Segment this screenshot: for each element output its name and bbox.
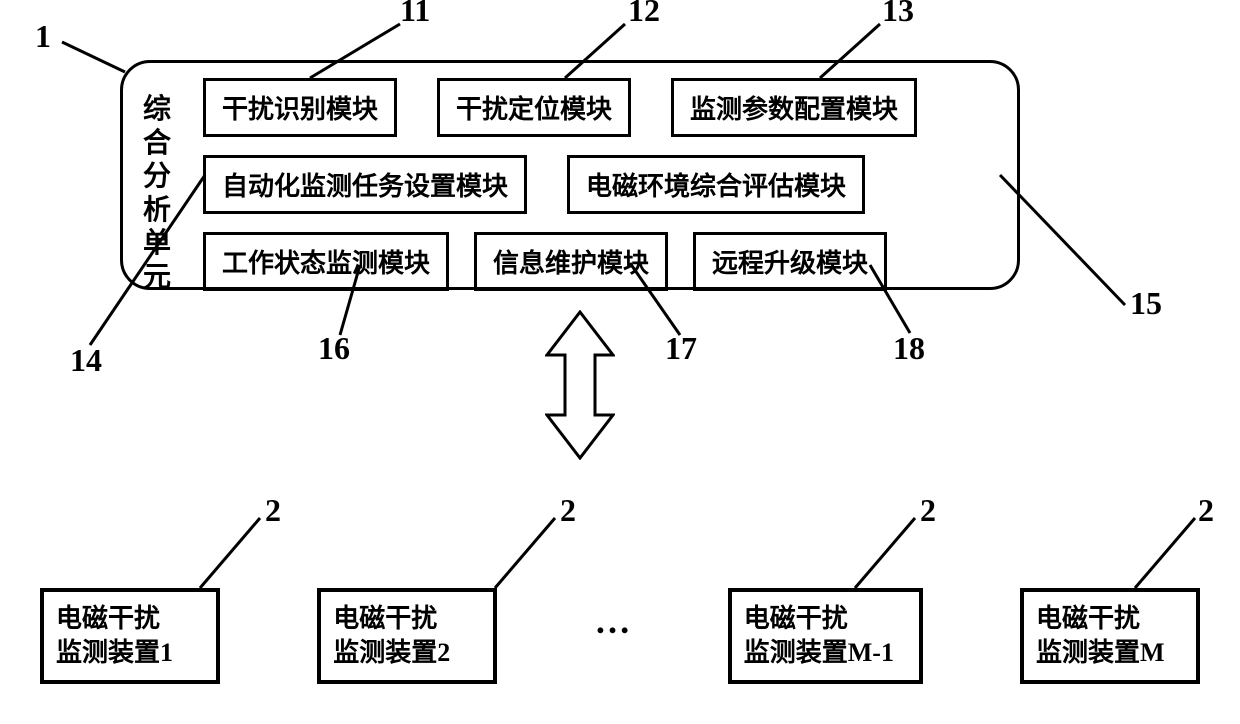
vt-char: 元 [143, 261, 171, 295]
diagram-container: 1 11 12 13 14 15 16 17 18 2 2 2 2 综 合 分 … [0, 0, 1240, 724]
module-row-2: 自动化监测任务设置模块 电磁环境综合评估模块 [203, 155, 997, 214]
label-16: 16 [318, 330, 350, 367]
vt-char: 合 [143, 127, 171, 161]
device-m-minus-1: 电磁干扰 监测装置M-1 [728, 588, 923, 684]
module-work-status-monitor: 工作状态监测模块 [203, 232, 449, 291]
device-text-line1: 电磁干扰 [333, 602, 481, 636]
label-17: 17 [665, 330, 697, 367]
module-interference-location: 干扰定位模块 [437, 78, 631, 137]
device-label-2d: 2 [1198, 492, 1214, 529]
device-label-2b: 2 [560, 492, 576, 529]
label-11: 11 [400, 0, 430, 29]
device-text-line1: 电磁干扰 [56, 602, 204, 636]
module-monitor-param-config: 监测参数配置模块 [671, 78, 917, 137]
device-1: 电磁干扰 监测装置1 [40, 588, 220, 684]
module-auto-monitor-task: 自动化监测任务设置模块 [203, 155, 527, 214]
label-12: 12 [628, 0, 660, 29]
device-text-line1: 电磁干扰 [744, 602, 907, 636]
module-em-env-evaluation: 电磁环境综合评估模块 [567, 155, 865, 214]
module-row-1: 干扰识别模块 干扰定位模块 监测参数配置模块 [203, 78, 997, 137]
vt-char: 析 [143, 194, 171, 228]
device-text-line1: 电磁干扰 [1036, 602, 1184, 636]
vt-char: 分 [143, 160, 171, 194]
vt-char: 单 [143, 227, 171, 261]
label-1: 1 [35, 18, 51, 55]
device-group-m-1: 电磁干扰 监测装置M-1 [728, 588, 923, 684]
device-text-line2: 监测装置M-1 [744, 636, 907, 670]
device-text-line2: 监测装置2 [333, 636, 481, 670]
device-text-line2: 监测装置1 [56, 636, 204, 670]
vt-char: 综 [143, 93, 171, 127]
module-row-3: 工作状态监测模块 信息维护模块 远程升级模块 [203, 232, 997, 291]
devices-ellipsis: … [595, 600, 631, 642]
module-interference-recognition: 干扰识别模块 [203, 78, 397, 137]
device-group-m: 电磁干扰 监测装置M [1020, 588, 1200, 684]
device-label-2c: 2 [920, 492, 936, 529]
module-info-maintenance: 信息维护模块 [474, 232, 668, 291]
device-group-1: 电磁干扰 监测装置1 [40, 588, 220, 684]
device-2: 电磁干扰 监测装置2 [317, 588, 497, 684]
device-m: 电磁干扰 监测装置M [1020, 588, 1200, 684]
main-analysis-unit: 综 合 分 析 单 元 干扰识别模块 干扰定位模块 监测参数配置模块 自动化监测… [120, 60, 1020, 290]
module-remote-upgrade: 远程升级模块 [693, 232, 887, 291]
devices-row: 电磁干扰 监测装置1 电磁干扰 监测装置2 … 电磁干扰 监测装置M-1 电磁干… [40, 588, 1200, 684]
label-13: 13 [882, 0, 914, 29]
bidirectional-arrow-icon [545, 310, 615, 460]
device-text-line2: 监测装置M [1036, 636, 1184, 670]
device-group-2: 电磁干扰 监测装置2 [317, 588, 497, 684]
label-14: 14 [70, 342, 102, 379]
unit-vertical-title: 综 合 分 析 单 元 [143, 93, 171, 295]
label-15: 15 [1130, 285, 1162, 322]
device-label-2a: 2 [265, 492, 281, 529]
label-18: 18 [893, 330, 925, 367]
